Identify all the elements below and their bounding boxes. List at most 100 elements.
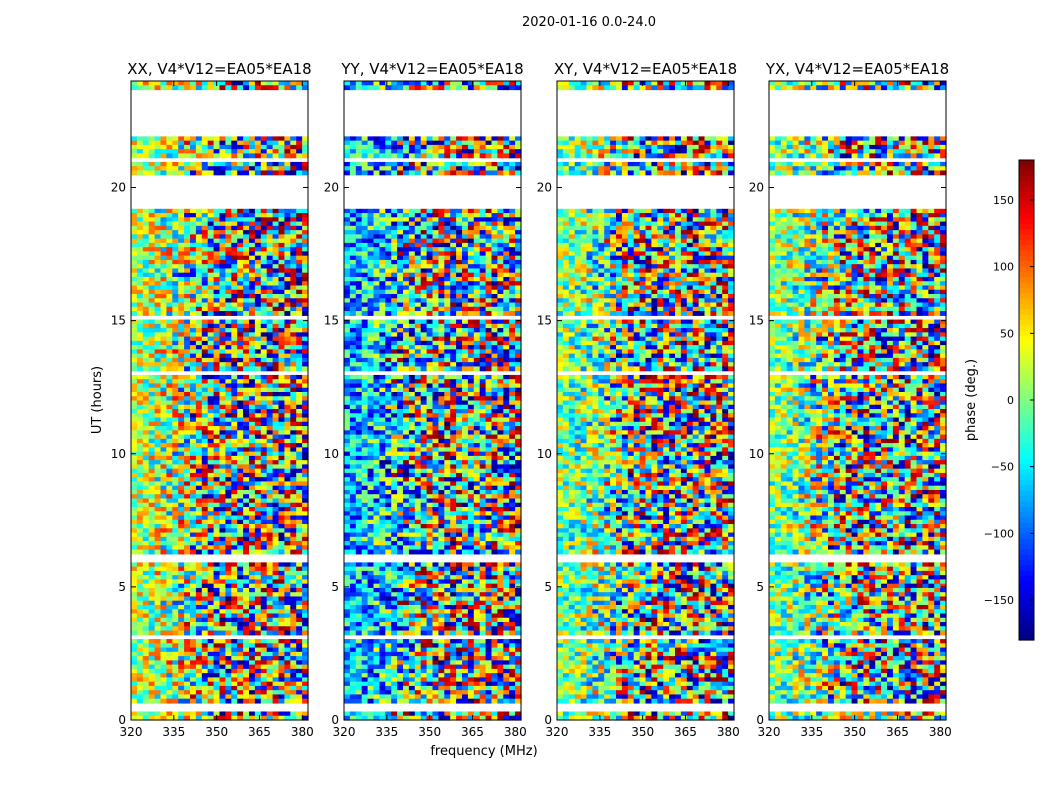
heatmap-cell [368, 307, 375, 312]
heatmap-cell [255, 648, 262, 653]
heatmap-cell [237, 481, 244, 486]
heatmap-cell [237, 332, 244, 337]
heatmap-cell [273, 682, 280, 687]
heatmap-cell [391, 153, 398, 158]
heatmap-cell [509, 285, 516, 290]
heatmap-cell [409, 311, 416, 316]
heatmap-cell [284, 439, 291, 444]
heatmap-cell [474, 170, 481, 175]
heatmap-cell [231, 677, 238, 682]
heatmap-cell [284, 541, 291, 546]
heatmap-cell [296, 686, 303, 691]
heatmap-cell [261, 285, 268, 290]
heatmap-cell [267, 486, 274, 491]
heatmap-cell [149, 588, 156, 593]
heatmap-cell [214, 464, 221, 469]
heatmap-cell [415, 217, 422, 222]
heatmap-cell [415, 170, 422, 175]
heatmap-cell [202, 567, 209, 572]
heatmap-cell [362, 264, 369, 269]
heatmap-cell [137, 575, 144, 580]
heatmap-cell [368, 337, 375, 342]
heatmap-cell [161, 567, 168, 572]
heatmap-cell [296, 166, 303, 171]
heatmap-cell [214, 460, 221, 465]
heatmap-cell [486, 230, 493, 235]
heatmap-cell [131, 426, 138, 431]
heatmap-cell [220, 541, 227, 546]
heatmap-cell [296, 388, 303, 393]
heatmap-cell [155, 473, 162, 478]
heatmap-cell [409, 153, 416, 158]
heatmap-cell [497, 81, 504, 86]
heatmap-cell [385, 243, 392, 248]
heatmap-cell [166, 584, 173, 589]
heatmap-cell [231, 430, 238, 435]
heatmap-cell [279, 469, 286, 474]
heatmap-cell [374, 251, 381, 256]
heatmap-cell [261, 533, 268, 538]
heatmap-cell [149, 141, 156, 146]
heatmap-cell [184, 324, 191, 329]
heatmap-cell [149, 456, 156, 461]
heatmap-cell [143, 618, 150, 623]
heatmap-cell [249, 622, 256, 627]
heatmap-cell [137, 473, 144, 478]
heatmap-cell [161, 571, 168, 576]
heatmap-cell [196, 392, 203, 397]
heatmap-cell [237, 533, 244, 538]
heatmap-cell [267, 656, 274, 661]
heatmap-cell [184, 618, 191, 623]
heatmap-cell [208, 303, 215, 308]
heatmap-cell [249, 303, 256, 308]
heatmap-cell [486, 341, 493, 346]
heatmap-cell [427, 247, 434, 252]
heatmap-cell [290, 341, 297, 346]
heatmap-cell [237, 405, 244, 410]
heatmap-cell [161, 579, 168, 584]
heatmap-cell [243, 562, 250, 567]
heatmap-cell [184, 239, 191, 244]
heatmap-cell [137, 217, 144, 222]
heatmap-cell [296, 354, 303, 359]
heatmap-cell [166, 303, 173, 308]
heatmap-cell [468, 345, 475, 350]
heatmap-cell [231, 567, 238, 572]
heatmap-cell [290, 213, 297, 218]
heatmap-cell [296, 507, 303, 512]
heatmap-cell [184, 511, 191, 516]
heatmap-cell [178, 571, 185, 576]
heatmap-cell [208, 311, 215, 316]
heatmap-cell [249, 516, 256, 521]
heatmap-cell [509, 85, 516, 90]
heatmap-cell [143, 682, 150, 687]
heatmap-cell [261, 507, 268, 512]
heatmap-cell [137, 511, 144, 516]
heatmap-cell [178, 626, 185, 631]
heatmap-cell [497, 277, 504, 282]
heatmap-cell [403, 243, 410, 248]
heatmap-cell [462, 213, 469, 218]
heatmap-cell [143, 418, 150, 423]
heatmap-cell [196, 260, 203, 265]
heatmap-cell [131, 605, 138, 610]
heatmap-cell [255, 673, 262, 678]
heatmap-cell [161, 648, 168, 653]
heatmap-cell [403, 285, 410, 290]
heatmap-cell [184, 213, 191, 218]
heatmap-cell [149, 614, 156, 619]
heatmap-cell [261, 362, 268, 367]
heatmap-cell [468, 260, 475, 265]
heatmap-cell [415, 328, 422, 333]
heatmap-cell [137, 234, 144, 239]
heatmap-cell [249, 486, 256, 491]
heatmap-cell [261, 447, 268, 452]
heatmap-cell [237, 247, 244, 252]
heatmap-cell [137, 268, 144, 273]
heatmap-cell [468, 281, 475, 286]
heatmap-cell [166, 341, 173, 346]
heatmap-cell [131, 516, 138, 521]
heatmap-cell [178, 226, 185, 231]
heatmap-cell [220, 162, 227, 167]
heatmap-cell [290, 260, 297, 265]
